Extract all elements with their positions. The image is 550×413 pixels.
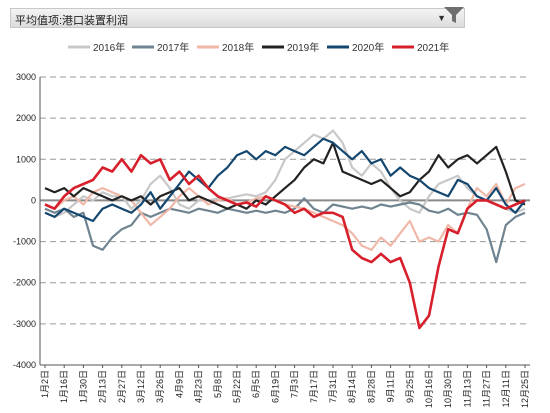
x-tick-label-5: 3月12日 — [136, 370, 146, 403]
x-tick-label-1: 1月16日 — [59, 370, 69, 403]
series-line-2020年 — [44, 137, 526, 223]
x-tick-label-7: 4月9日 — [174, 370, 184, 398]
y-tick-label-4: -1000 — [13, 237, 36, 247]
legend-label-2: 2018年 — [222, 41, 254, 54]
x-tick-label-19: 9月25日 — [405, 370, 415, 403]
x-tick-label-8: 4月23日 — [194, 370, 204, 403]
y-tick-label-1: 2000 — [16, 113, 36, 123]
legend-label-1: 2017年 — [157, 41, 189, 54]
x-tick-label-14: 7月17日 — [309, 370, 319, 403]
dropdown-arrow-icon[interactable]: ▼ — [437, 13, 446, 23]
legend-label-5: 2021年 — [417, 41, 449, 54]
x-tick-label-12: 6月19日 — [270, 370, 280, 403]
field-title: 平均值项:港口装置利润 — [15, 15, 129, 27]
x-tick-label-25: 12月25日 — [520, 370, 530, 408]
legend-label-4: 2020年 — [352, 41, 384, 54]
y-tick-label-5: -2000 — [13, 278, 36, 288]
y-tick-label-3: 0 — [31, 195, 36, 205]
x-tick-label-18: 9月11日 — [386, 370, 396, 402]
series-group — [44, 129, 526, 330]
x-tick-label-2: 1月30日 — [78, 370, 88, 403]
x-tick-label-9: 5月8日 — [213, 370, 223, 398]
legend: 2016年 2017年 2018年 2019年 2020年 2021年 — [68, 41, 449, 54]
x-tick-label-3: 2月13日 — [98, 370, 108, 403]
x-tick-label-0: 1月2日 — [40, 370, 50, 398]
series-line-2018年 — [44, 182, 526, 251]
series-line-2016年 — [44, 129, 526, 218]
x-tick-label-16: 8月14日 — [347, 370, 357, 403]
series-line-2019年 — [44, 141, 526, 210]
y-tick-label-7: -4000 — [13, 360, 36, 370]
x-tick-label-21: 10月30日 — [443, 370, 453, 408]
legend-label-0: 2016年 — [93, 41, 125, 54]
x-tick-label-10: 5月22日 — [232, 370, 242, 403]
x-tick-label-6: 3月26日 — [155, 370, 165, 403]
y-tick-label-2: 1000 — [16, 154, 36, 164]
x-axis: 1月2日 1月16日 1月30日 2月13日 2月27日 3月12日 3月26日 4月9日 4月… — [40, 365, 530, 408]
x-tick-label-24: 12月11日 — [501, 370, 511, 407]
series-line-2021年 — [44, 153, 526, 330]
filter-icon[interactable] — [443, 6, 465, 24]
x-tick-label-4: 2月27日 — [117, 370, 127, 403]
x-tick-label-22: 11月13日 — [462, 370, 472, 407]
x-tick-label-15: 7月31日 — [328, 370, 338, 403]
x-tick-label-20: 10月16日 — [424, 370, 434, 408]
y-tick-label-6: -3000 — [13, 319, 36, 329]
y-tick-label-0: 3000 — [16, 72, 36, 82]
field-header-bar: 平均值项:港口装置利润 ▼ — [10, 8, 465, 28]
x-tick-label-13: 7月3日 — [290, 370, 300, 398]
legend-label-3: 2019年 — [287, 41, 319, 54]
x-tick-label-17: 8月28日 — [366, 370, 376, 403]
series-line-2017年 — [44, 197, 526, 264]
grid-lines — [40, 76, 530, 366]
x-tick-label-23: 11月27日 — [482, 370, 492, 407]
x-tick-label-11: 6月5日 — [251, 370, 261, 398]
